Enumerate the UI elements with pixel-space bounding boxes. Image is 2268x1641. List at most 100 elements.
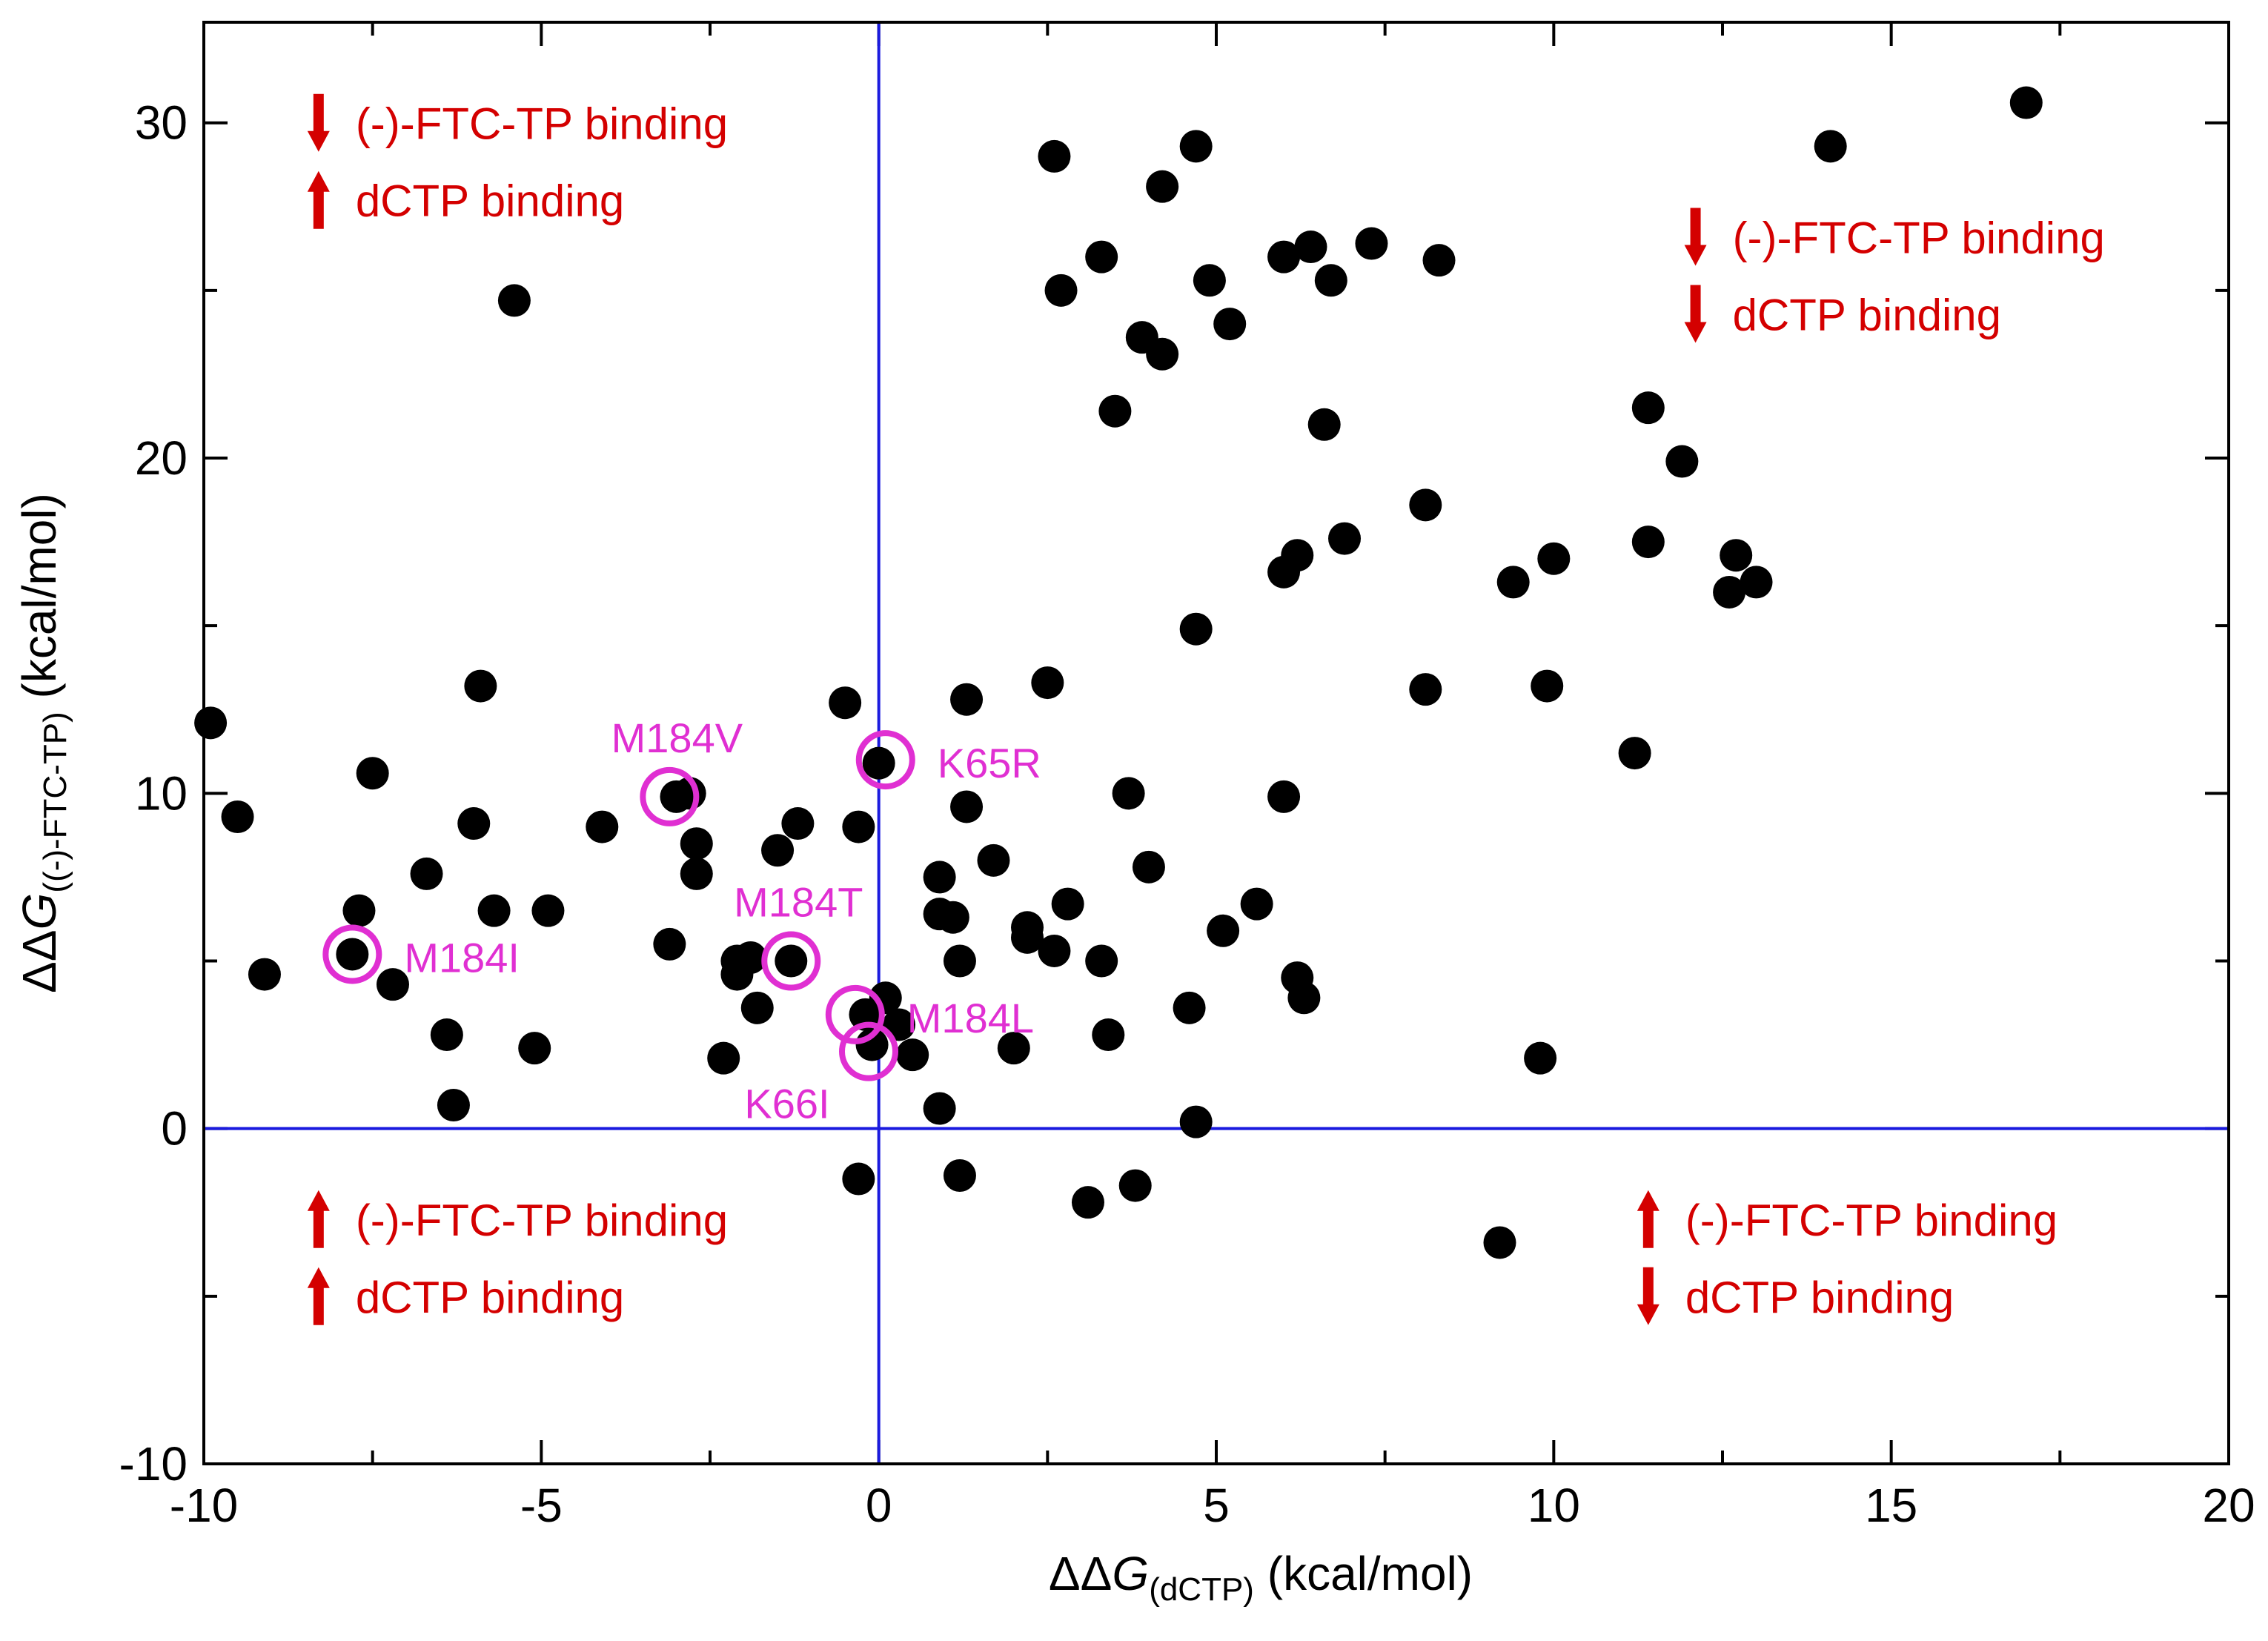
highlight-ring: [640, 766, 700, 826]
data-point: [977, 843, 1010, 877]
x-tick-label: 10: [1528, 1479, 1580, 1532]
data-point: [336, 938, 369, 971]
highlighted-mutations: M184V K65R M184T M184I M184L K66I: [322, 715, 1041, 1127]
mutation-label: K66I: [744, 1081, 829, 1127]
mutation-label: M184T: [734, 879, 863, 926]
data-point: [1173, 991, 1206, 1024]
y-tick-label: 10: [135, 766, 188, 820]
data-point: [1294, 231, 1327, 264]
x-axis-label-sub: (dCTP): [1149, 1571, 1254, 1608]
data-point: [531, 894, 565, 927]
data-point: [1314, 264, 1347, 297]
data-point: [1179, 612, 1213, 646]
mutation-label: M184L: [907, 995, 1034, 1041]
highlight-ring: [839, 1021, 899, 1081]
data-point: [1179, 1105, 1213, 1138]
plot-frame: [202, 21, 2230, 1465]
data-point: [781, 807, 815, 841]
quadrant-annotation: (-)-FTC-TP binding dCTP binding: [307, 1190, 728, 1325]
data-point: [1038, 934, 1071, 967]
data-point: [1267, 240, 1301, 274]
data-point: [518, 1032, 551, 1065]
arrow-down-icon: [307, 93, 330, 152]
data-point: [1112, 777, 1145, 810]
highlight-ring: [855, 730, 915, 790]
x-tick-label: 15: [1865, 1479, 1917, 1532]
data-point: [680, 857, 713, 890]
data-point: [248, 958, 281, 991]
data-point: [1085, 240, 1118, 274]
arrow-up-icon: [307, 1267, 330, 1325]
data-point: [1051, 887, 1084, 921]
mutation-label: K65R: [938, 740, 1041, 786]
quadrant-label: (-)-FTC-TP binding: [356, 99, 728, 149]
data-point: [680, 827, 713, 861]
data-point: [1146, 170, 1179, 203]
data-point: [943, 1159, 976, 1192]
data-point: [1631, 526, 1665, 559]
data-point: [437, 1089, 470, 1122]
x-tick-label: 0: [866, 1479, 892, 1532]
x-tick-label: 5: [1203, 1479, 1230, 1532]
x-tick-label: -5: [520, 1479, 563, 1532]
arrow-up-icon: [307, 170, 330, 229]
data-point: [734, 941, 767, 974]
arrow-down-icon: [1637, 1267, 1659, 1325]
data-point: [1179, 130, 1213, 163]
data-point: [1618, 737, 1651, 770]
data-point: [1409, 673, 1442, 706]
data-point: [221, 800, 254, 834]
data-point: [194, 706, 228, 740]
data-point: [1483, 1226, 1516, 1259]
data-point: [586, 810, 619, 843]
data-point: [1031, 666, 1064, 700]
data-point: [950, 683, 984, 716]
data-point: [775, 944, 808, 978]
data-point: [997, 1032, 1030, 1065]
data-point: [1307, 408, 1341, 441]
y-axis-label-sub: ((-)-FTC-TP): [37, 712, 73, 892]
y-tick-label: 0: [161, 1102, 188, 1156]
reference-lines: [204, 22, 2229, 1464]
data-point: [497, 284, 531, 317]
data-point: [855, 1028, 889, 1061]
data-point: [943, 944, 976, 978]
data-point: [477, 894, 511, 927]
x-tick-label: 20: [2202, 1479, 2255, 1532]
data-point: [457, 807, 491, 841]
data-point: [1281, 539, 1314, 572]
data-point: [1092, 1018, 1125, 1052]
data-points: [194, 86, 2043, 1259]
data-point: [2009, 86, 2043, 119]
data-point: [464, 669, 497, 703]
y-tick-label: 30: [135, 96, 188, 150]
data-point: [410, 857, 443, 890]
x-axis-label-prefix: ΔΔ: [1049, 1547, 1113, 1600]
quadrant-annotation: (-)-FTC-TP binding dCTP binding: [307, 93, 728, 229]
x-axis-label: ΔΔG(dCTP) (kcal/mol): [1049, 1547, 1473, 1608]
y-tick-label: 20: [135, 431, 188, 485]
quadrant-label: (-)-FTC-TP binding: [1685, 1196, 2058, 1245]
data-point: [1740, 566, 1773, 599]
data-point: [356, 757, 389, 790]
quadrant-label: dCTP binding: [356, 1273, 624, 1322]
y-axis-label: ΔΔG((-)-FTC-TP) (kcal/mol): [13, 493, 73, 993]
data-point: [1814, 130, 1847, 163]
data-point: [936, 901, 969, 934]
data-point: [829, 686, 862, 720]
data-point: [950, 790, 984, 823]
data-point: [1631, 391, 1665, 425]
data-point: [842, 810, 875, 843]
data-point: [1422, 244, 1456, 277]
data-point: [1665, 445, 1699, 478]
arrow-down-icon: [1684, 285, 1707, 343]
data-point: [1328, 522, 1362, 555]
y-axis-label-prefix: ΔΔ: [13, 929, 66, 993]
data-point: [1044, 274, 1078, 307]
data-point: [1118, 1169, 1152, 1202]
data-point: [653, 927, 686, 961]
highlight-ring: [322, 924, 382, 984]
data-point: [1146, 337, 1179, 371]
data-point: [1355, 227, 1388, 260]
